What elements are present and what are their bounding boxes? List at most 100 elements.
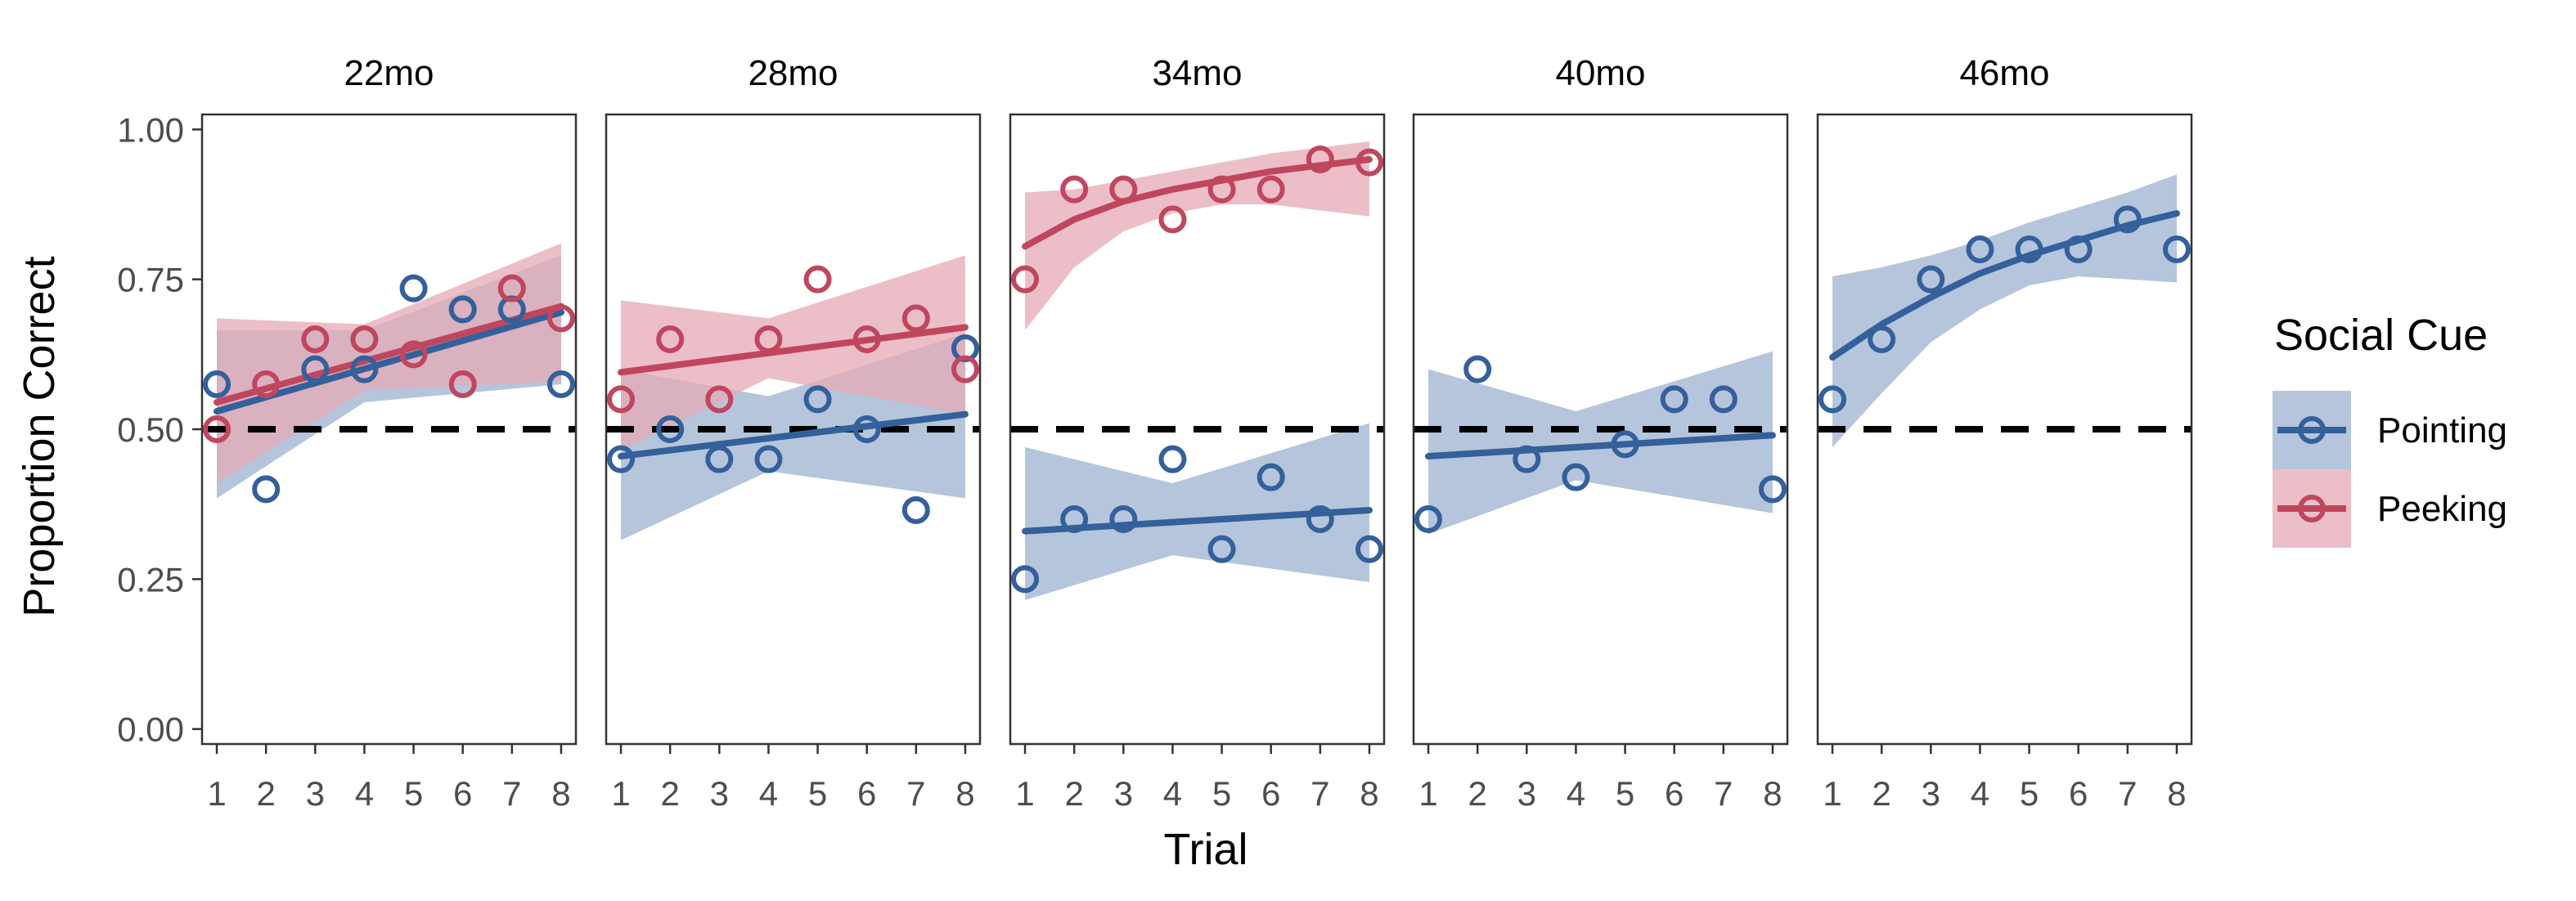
x-tick-label: 1: [1823, 774, 1841, 813]
peeking-data-point: [951, 355, 979, 383]
facet-label: 40mo: [1555, 53, 1645, 93]
pointing-confidence-band: [1832, 174, 2177, 448]
pointing-data-point: [1158, 445, 1187, 473]
peeking-data-point: [803, 265, 832, 294]
legend-title: Social Cue: [2274, 311, 2488, 360]
x-tick-label: 5: [1616, 774, 1634, 813]
x-tick-label: 1: [611, 774, 630, 813]
pointing-data-point: [852, 415, 881, 443]
pointing-data-point: [803, 385, 832, 414]
pointing-data-point: [448, 295, 477, 324]
pointing-data-point: [901, 496, 930, 524]
pointing-data-point: [1917, 265, 1945, 294]
pointing-data-point: [656, 415, 685, 443]
x-tick-label: 2: [1468, 774, 1486, 813]
pointing-fit-line: [618, 410, 969, 459]
x-tick-label: 3: [1114, 774, 1133, 813]
pointing-data-point: [1011, 565, 1040, 594]
pointing-data-point: [252, 475, 281, 504]
facet-label: 46mo: [1959, 53, 2049, 93]
peeking-data-point: [852, 325, 881, 353]
x-tick-label: 4: [1163, 774, 1182, 813]
pointing-data-point: [1709, 385, 1738, 414]
x-tick-label: 1: [207, 774, 226, 813]
panel-border: [1009, 113, 1386, 746]
x-tick-label: 7: [2118, 774, 2137, 813]
x-tick-label: 3: [1517, 774, 1536, 813]
x-tick-label: 6: [2069, 774, 2088, 813]
x-tick-label: 7: [1714, 774, 1733, 813]
pointing-data-point: [1660, 385, 1688, 414]
pointing-data-point: [1257, 463, 1285, 491]
peeking-fit-line: [618, 324, 969, 376]
pointing-data-point: [754, 445, 783, 473]
peeking-data-point: [656, 325, 685, 353]
pointing-data-point: [1562, 463, 1590, 491]
peeking-data-point: [607, 385, 636, 414]
peeking-data-point: [705, 385, 734, 414]
pointing-data-point: [607, 445, 636, 473]
x-tick-label: 4: [1971, 774, 1989, 813]
x-tick-label: 4: [759, 774, 778, 813]
x-tick-label: 7: [906, 774, 925, 813]
pointing-data-point: [1355, 535, 1383, 563]
x-tick-label: 6: [453, 774, 472, 813]
pointing-data-point: [350, 355, 379, 383]
facet-label: 34mo: [1152, 53, 1242, 93]
legend-items: Pointing Peeking: [2273, 391, 2507, 548]
peeking-data-point: [1109, 175, 1138, 204]
y-axis-title: Proportion Correct: [15, 256, 64, 616]
peeking-data-point: [901, 304, 930, 333]
y-tick-label: 0.50: [117, 410, 184, 449]
legend-item-peeking: Peeking: [2273, 469, 2507, 548]
pointing-data-point: [1463, 355, 1492, 383]
pointing-fit-line: [1425, 432, 1776, 459]
peeking-data-point: [1355, 148, 1383, 177]
pointing-data-point: [2064, 235, 2093, 263]
x-tick-label: 8: [1360, 774, 1378, 813]
x-tick-label: 8: [2167, 774, 2186, 813]
facet-label: 22mo: [344, 53, 434, 93]
y-tick-label: 0.00: [117, 710, 184, 749]
pointing-data-point: [1758, 475, 1787, 504]
legend-item-pointing: Pointing: [2273, 391, 2507, 469]
pointing-data-point: [1414, 505, 1443, 533]
x-tick-label: 1: [1015, 774, 1034, 813]
x-tick-label: 6: [857, 774, 876, 813]
x-tick-label: 7: [502, 774, 521, 813]
x-tick-label: 4: [355, 774, 374, 813]
peeking-data-point: [448, 370, 477, 398]
peeking-fit-line: [214, 303, 564, 406]
peeking-data-point: [1011, 265, 1040, 294]
peeking-data-point: [1060, 175, 1089, 204]
pointing-confidence-band: [1025, 423, 1369, 600]
legend-key-point: [2298, 416, 2326, 444]
x-tick-label: 6: [1665, 774, 1684, 813]
x-axis-title: Trial: [1164, 825, 1248, 874]
x-tick-label: 3: [710, 774, 729, 813]
pointing-data-point: [705, 445, 734, 473]
x-tick-label: 5: [1212, 774, 1231, 813]
panel-border: [1412, 113, 1789, 746]
facet-label: 28mo: [748, 53, 838, 93]
x-tick-label: 8: [1763, 774, 1782, 813]
facet-panel-46mo: 46mo 1 2 3 4 5 6 7 8: [1816, 53, 2193, 813]
x-tick-label: 2: [1872, 774, 1890, 813]
pointing-data-point: [1060, 505, 1089, 533]
x-tick-label: 2: [256, 774, 275, 813]
peeking-data-point: [301, 325, 330, 353]
peeking-data-point: [350, 325, 379, 353]
facet-panel-28mo: 28mo 1 2 3 4 5 6 7 8: [605, 53, 982, 813]
x-tick-label: 3: [306, 774, 325, 813]
x-tick-label: 1: [1418, 774, 1437, 813]
x-tick-label: 8: [955, 774, 974, 813]
pointing-data-point: [2162, 235, 2191, 263]
x-tick-label: 5: [2020, 774, 2039, 813]
x-tick-label: 4: [1567, 774, 1585, 813]
peeking-data-point: [754, 325, 783, 353]
peeking-data-point: [1257, 175, 1285, 204]
pointing-data-point: [1818, 385, 1847, 414]
peeking-data-point: [399, 340, 428, 369]
peeking-data-point: [497, 274, 526, 303]
